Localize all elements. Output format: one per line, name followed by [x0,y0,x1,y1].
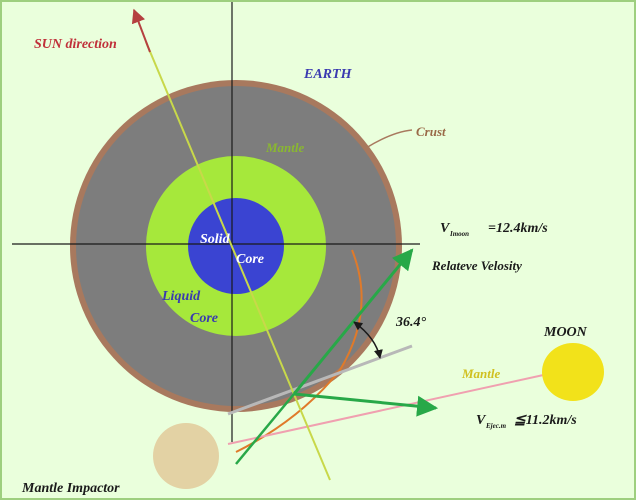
moon-label: MOON [543,325,588,340]
v-earth-subscript: Ejec.m [485,422,507,430]
impactor-velocity-line [235,393,295,465]
v-earth-value: ≦11.2km/s [514,413,577,428]
relative-velocity-arrow [292,248,414,395]
liquid-core-label-line1: Liquid [161,289,201,304]
earth-ejection-velocity-arrow [293,392,439,417]
earth-solid-core [188,198,284,294]
solid-core-label-line2: Core [236,252,264,267]
solid-core-label-line1: Solid [200,232,231,247]
sun-axis-line [145,41,331,481]
mantle-impactor-body [153,423,219,489]
moon-mantle-label: Mantle [461,366,501,381]
sun-direction-arrow [131,8,151,53]
crust-pointer-line [365,129,413,149]
v-moon-subscript: Imoon [449,230,469,238]
crust-label: Crust [416,124,446,139]
angle-label: 36.4° [395,315,427,330]
relative-velocity-label: Relateve Velosity [431,258,522,273]
v-earth-ejection-label: V Ejec.m ≦11.2km/s [476,413,577,430]
earth-label: EARTH [303,67,353,82]
sun-direction-label: SUN direction [34,37,117,52]
moon-body [542,343,604,401]
v-moon-label: V Imoon =12.4km/s [440,221,548,238]
v-moon-value: =12.4km/s [488,221,548,236]
v-moon-symbol: V [440,221,451,236]
v-earth-symbol: V [476,413,487,428]
impact-trajectory-arc [235,249,363,453]
angle-arc [353,321,383,359]
mantle-to-moon-line [227,373,549,445]
liquid-core-label-line2: Core [190,311,218,326]
mantle-impactor-label: Mantle Impactor [21,481,120,496]
mantle-label: Mantle [265,140,305,155]
